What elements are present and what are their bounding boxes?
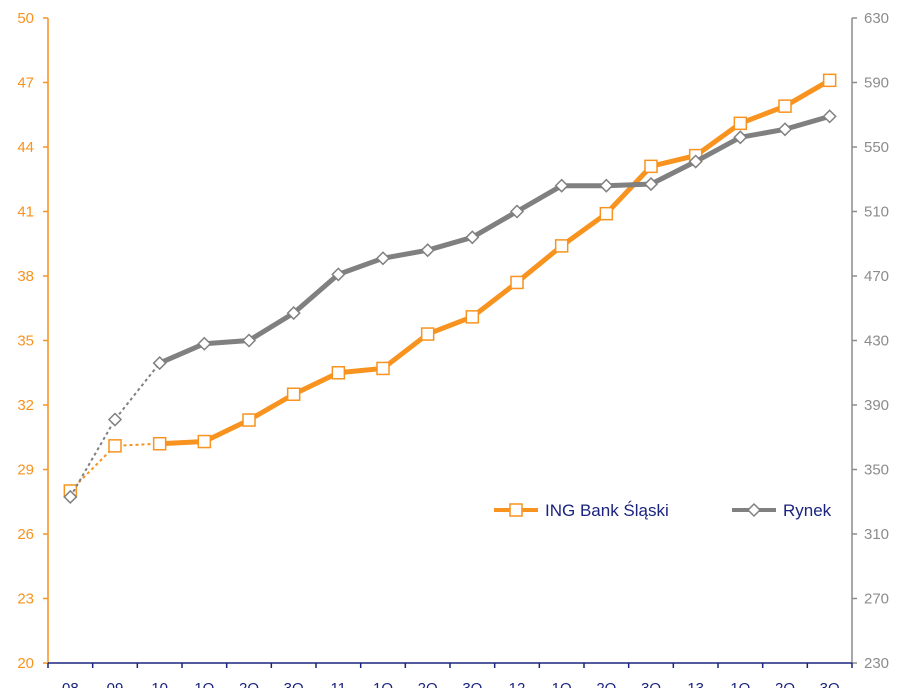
x-tick-label: 1Q	[730, 680, 750, 688]
x-ticks: 08YE09YE10YE1Q2Q3Q11YE1Q2Q3Q12YE1Q2Q3Q13…	[47, 663, 853, 688]
series-rynek	[63, 109, 837, 504]
data-point	[822, 73, 837, 88]
left-y-ticks: 20 23 26 29 32 35 38 41 44 47 50	[17, 10, 48, 672]
data-point	[241, 333, 257, 348]
series-line	[158, 113, 831, 366]
x-tick-label: 12	[509, 680, 526, 688]
data-point	[644, 159, 658, 174]
series-line	[159, 78, 831, 447]
x-tick-label: 3Q	[820, 680, 840, 688]
data-point	[465, 310, 480, 324]
data-point	[107, 412, 123, 427]
x-tick-label: 3Q	[284, 680, 304, 688]
right-tick-label: 470	[864, 268, 889, 285]
data-point	[152, 436, 167, 451]
x-tick-label: 2Q	[596, 680, 616, 688]
data-point	[197, 336, 212, 351]
x-tick-label: 2Q	[239, 680, 259, 688]
legend: ING Bank Śląski Rynek	[494, 501, 832, 520]
data-point	[778, 99, 792, 113]
data-point	[599, 206, 614, 221]
x-tick-label: 3Q	[462, 680, 482, 688]
data-point	[509, 204, 525, 219]
x-tick-label: 1Q	[552, 680, 572, 688]
left-tick-label: 44	[17, 139, 34, 156]
right-tick-label: 590	[864, 75, 889, 92]
right-tick-label: 230	[864, 655, 889, 672]
data-point	[554, 239, 569, 253]
left-tick-label: 20	[17, 655, 34, 672]
x-tick-label: 13	[687, 680, 704, 688]
legend-marker	[746, 502, 762, 518]
data-point	[108, 439, 122, 453]
data-point	[733, 130, 748, 145]
left-tick-label: 47	[17, 75, 34, 92]
left-tick-label: 38	[17, 268, 34, 285]
data-point	[822, 109, 837, 124]
right-tick-label: 310	[864, 526, 889, 543]
series-group	[63, 73, 837, 504]
x-tick-label: 3Q	[641, 680, 661, 688]
data-point	[197, 434, 212, 449]
data-point	[643, 177, 659, 192]
x-tick-label: 10	[151, 680, 168, 688]
right-tick-label: 510	[864, 204, 889, 221]
data-point	[688, 154, 703, 169]
left-tick-label: 41	[17, 204, 34, 221]
x-tick-label: 09	[107, 680, 124, 688]
data-point	[242, 413, 256, 427]
x-tick-label: 2Q	[775, 680, 795, 688]
legend-marker	[509, 503, 523, 517]
data-point	[777, 122, 793, 137]
x-tick-label: 1Q	[373, 680, 393, 688]
left-tick-label: 23	[17, 591, 34, 608]
x-tick-label: 2Q	[418, 680, 438, 688]
legend-item-rynek: Rynek	[732, 501, 832, 520]
data-point	[286, 387, 301, 401]
left-tick-label: 50	[17, 10, 34, 27]
right-tick-label: 390	[864, 397, 889, 414]
x-tick-label: 11	[331, 680, 347, 688]
data-point	[331, 366, 346, 380]
data-point	[331, 267, 346, 282]
left-tick-label: 35	[17, 333, 34, 350]
data-point	[420, 327, 435, 341]
data-point	[286, 306, 301, 321]
right-tick-label: 270	[864, 591, 889, 608]
x-tick-label: 08	[62, 680, 79, 688]
right-tick-label: 430	[864, 333, 889, 350]
data-point	[63, 489, 78, 504]
right-tick-label: 350	[864, 462, 889, 479]
legend-item-ing-bank-l-ski: ING Bank Śląski	[494, 501, 669, 520]
data-point	[420, 243, 435, 258]
data-point	[375, 251, 391, 266]
x-tick-label: 1Q	[194, 680, 214, 688]
data-point	[554, 178, 569, 193]
left-tick-label: 29	[17, 462, 34, 479]
data-point	[599, 178, 614, 193]
legend-label: Rynek	[783, 501, 832, 520]
data-point	[152, 356, 167, 371]
right-tick-label: 630	[864, 10, 889, 27]
data-point	[510, 275, 524, 290]
data-point	[465, 230, 480, 245]
data-point	[376, 361, 390, 376]
series-ing-bank-l-ski	[63, 73, 837, 498]
legend-label: ING Bank Śląski	[545, 501, 669, 520]
right-tick-label: 550	[864, 139, 889, 156]
left-tick-label: 32	[17, 397, 34, 414]
data-point	[733, 116, 748, 131]
left-tick-label: 26	[17, 526, 34, 543]
right-y-ticks: 230 270 310 350 390 430 470 510 550 590 630	[852, 10, 889, 672]
